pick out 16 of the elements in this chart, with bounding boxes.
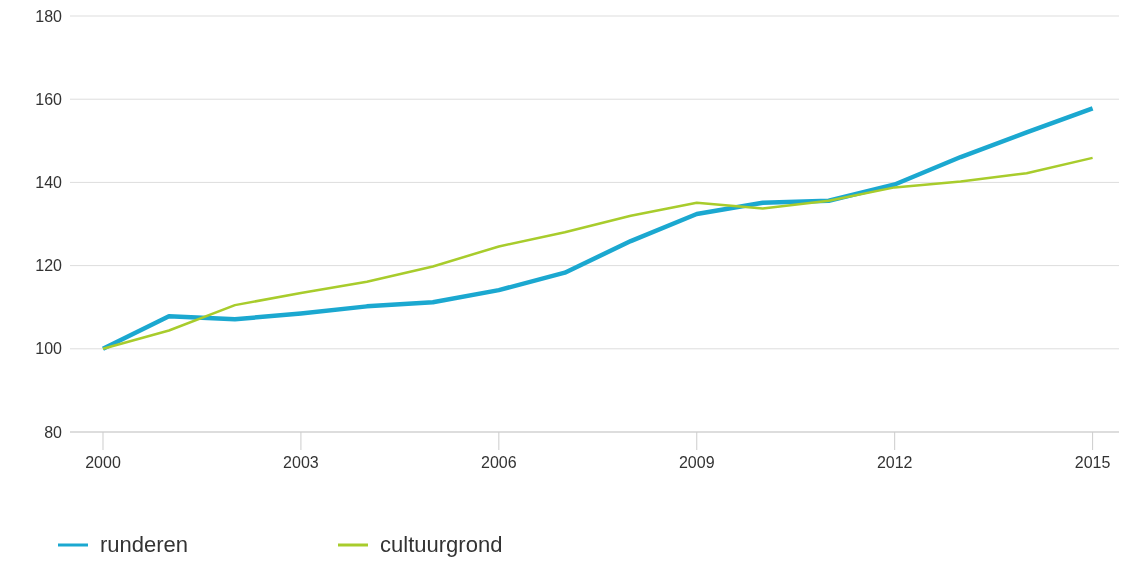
line-series [100, 106, 1095, 352]
legend-label: cultuurgrond [380, 532, 503, 558]
y-tick-label: 160 [35, 90, 63, 108]
legend-label: runderen [100, 532, 189, 558]
x-tick-label: 2015 [1074, 454, 1111, 471]
y-tick-label: 100 [35, 340, 63, 358]
y-tick-label: 140 [35, 174, 63, 192]
y-tick-label: 180 [35, 7, 63, 25]
x-tick-label: 2003 [283, 454, 319, 471]
x-tick-label: 2000 [85, 454, 121, 471]
x-tick-label: 2006 [481, 454, 517, 471]
x-tick-label: 2012 [876, 454, 913, 471]
y-tick-label: 80 [44, 423, 63, 441]
x-tick-label: 2009 [678, 454, 715, 471]
line-series [101, 156, 1094, 351]
y-tick-label: 120 [35, 257, 63, 275]
